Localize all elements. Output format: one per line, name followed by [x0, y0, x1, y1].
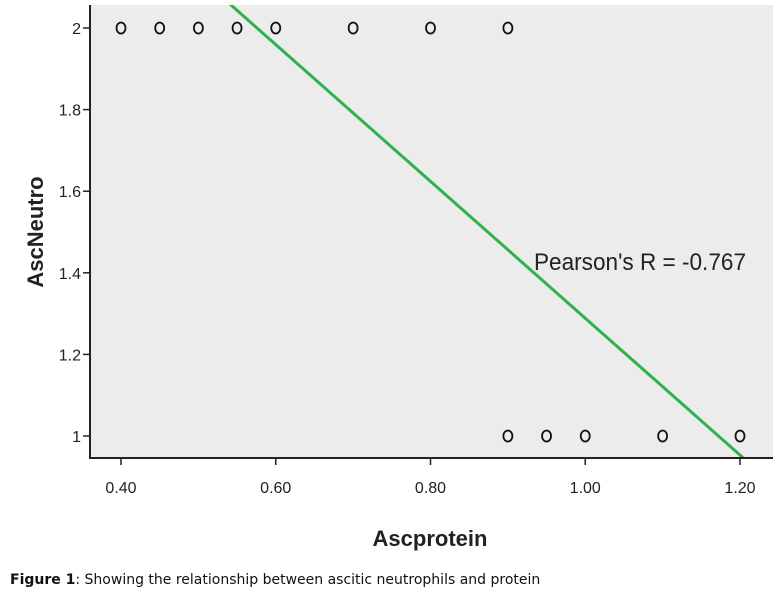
data-point	[657, 429, 669, 443]
data-point	[192, 21, 204, 35]
data-point	[734, 429, 746, 443]
y-tick-label: 1.2	[59, 347, 81, 364]
data-point	[579, 429, 591, 443]
data-point	[541, 429, 552, 443]
x-tick-label: 0.80	[415, 480, 446, 497]
data-point	[115, 21, 127, 35]
data-point	[154, 21, 166, 35]
x-tick-label: 1.20	[724, 480, 755, 497]
x-tick-label: 0.60	[260, 480, 291, 497]
y-axis-title: AscNeutro	[23, 176, 48, 287]
y-tick-label: 1.4	[59, 266, 81, 283]
data-point	[347, 21, 359, 35]
figure-caption-text: : Showing the relationship between ascit…	[75, 572, 541, 588]
figure-caption: Figure 1: Showing the relationship betwe…	[10, 572, 540, 588]
x-tick-label: 0.40	[105, 480, 136, 497]
y-tick-label: 2	[72, 21, 81, 38]
data-point	[502, 21, 514, 35]
fit-line	[228, 5, 745, 458]
y-tick-label: 1.8	[59, 103, 81, 120]
x-axis-title: Ascprotein	[373, 526, 488, 551]
y-tick-label: 1.6	[59, 184, 81, 201]
y-tick-label: 1	[72, 429, 81, 446]
data-point	[425, 21, 436, 35]
x-tick-label: 1.00	[570, 480, 601, 497]
plot-area	[90, 5, 773, 458]
data-point	[270, 21, 282, 35]
data-point	[231, 21, 243, 35]
scatter-chart: 0.40 0.60 0.80 1.00 1.20 1 1.2 1.4 1.6 1.8 2 Pear…	[23, 5, 773, 551]
pearson-annotation: Pearson's R = -0.767	[534, 249, 746, 276]
data-point	[502, 429, 514, 443]
figure-caption-label: Figure 1	[10, 572, 76, 588]
